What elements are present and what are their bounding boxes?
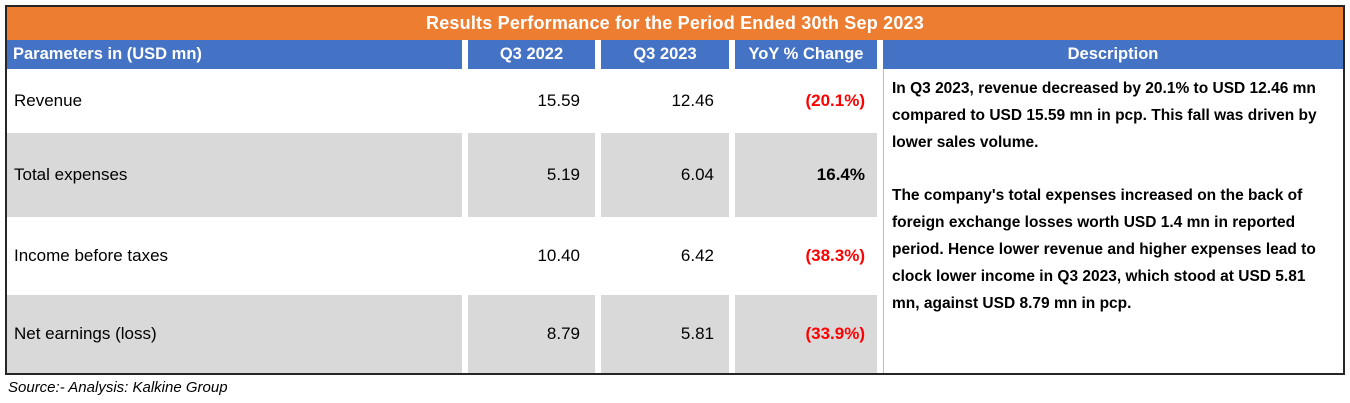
- description-paragraph-expenses: The company's total expenses increased o…: [892, 187, 1316, 312]
- description-cell: In Q3 2023, revenue decreased by 20.1% t…: [883, 69, 1343, 373]
- income-before-taxes-yoy-change: (38.3%): [735, 217, 877, 295]
- column-header-description: Description: [883, 40, 1343, 69]
- column-header-q3-2023: Q3 2023: [601, 40, 729, 69]
- income-before-taxes-q3-2023: 6.42: [601, 217, 729, 295]
- net-earnings-q3-2023: 5.81: [601, 295, 729, 373]
- column-header-yoy-change: YoY % Change: [735, 40, 877, 69]
- description-paragraph-revenue: In Q3 2023, revenue decreased by 20.1% t…: [892, 80, 1317, 151]
- results-table: Results Performance for the Period Ended…: [5, 5, 1345, 375]
- source-note: Source:- Analysis: Kalkine Group: [8, 379, 228, 396]
- row-label-net-earnings: Net earnings (loss): [7, 295, 462, 373]
- total-expenses-q3-2022: 5.19: [468, 133, 595, 217]
- row-label-income-before-taxes: Income before taxes: [7, 217, 462, 295]
- column-header-parameters: Parameters in (USD mn): [7, 40, 462, 69]
- table-title: Results Performance for the Period Ended…: [7, 7, 1343, 40]
- income-before-taxes-q3-2022: 10.40: [468, 217, 595, 295]
- row-label-total-expenses: Total expenses: [7, 133, 462, 217]
- row-label-revenue: Revenue: [7, 69, 462, 133]
- revenue-q3-2023: 12.46: [601, 69, 729, 133]
- net-earnings-q3-2022: 8.79: [468, 295, 595, 373]
- net-earnings-yoy-change: (33.9%): [735, 295, 877, 373]
- total-expenses-q3-2023: 6.04: [601, 133, 729, 217]
- revenue-yoy-change: (20.1%): [735, 69, 877, 133]
- results-grid: Parameters in (USD mn) Q3 2022 Q3 2023 Y…: [7, 40, 1343, 373]
- total-expenses-yoy-change: 16.4%: [735, 133, 877, 217]
- revenue-q3-2022: 15.59: [468, 69, 595, 133]
- column-header-q3-2022: Q3 2022: [468, 40, 595, 69]
